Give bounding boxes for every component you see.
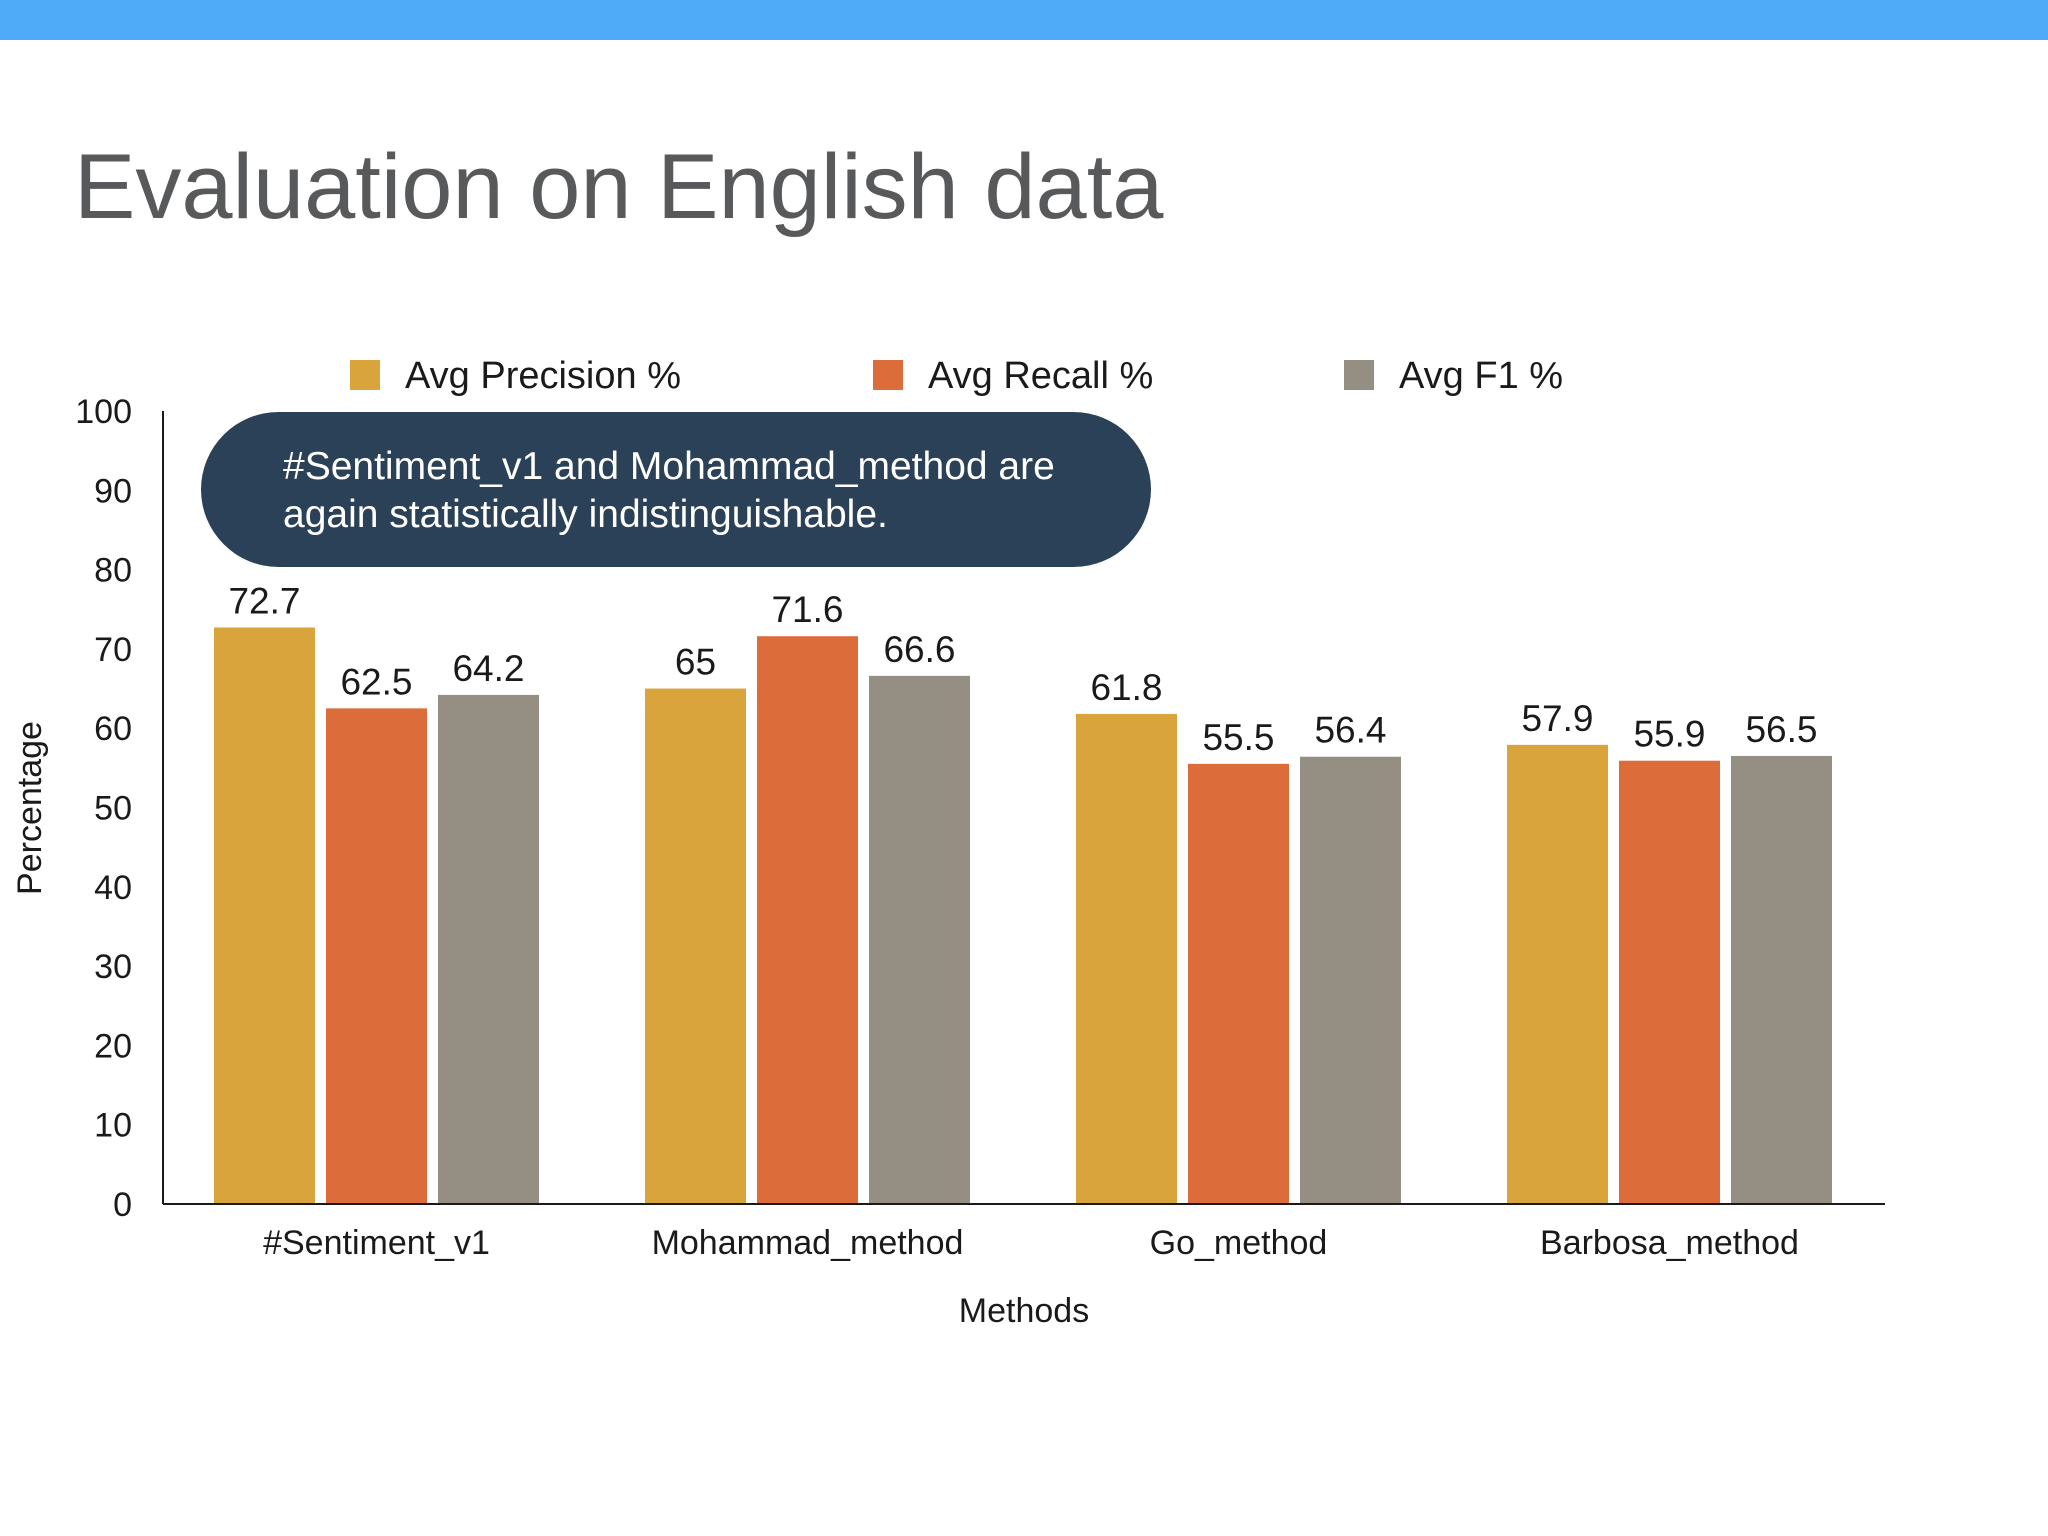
data-label: 72.7 xyxy=(228,580,300,621)
x-tick-label: Barbosa_method xyxy=(1540,1224,1799,1262)
legend-label: Avg F1 % xyxy=(1399,355,1563,397)
legend-swatch xyxy=(350,360,380,390)
y-tick-label: 50 xyxy=(94,790,132,828)
x-axis-title: Methods xyxy=(959,1292,1089,1330)
data-label: 55.5 xyxy=(1202,717,1274,758)
bar xyxy=(1619,760,1720,1204)
top-accent-bar xyxy=(0,0,2048,40)
y-tick-label: 100 xyxy=(75,393,132,431)
data-label: 56.4 xyxy=(1314,710,1386,751)
data-label: 62.5 xyxy=(340,661,412,702)
y-axis-title: Percentage xyxy=(11,721,49,895)
data-label: 65 xyxy=(675,642,716,683)
y-tick-label: 10 xyxy=(94,1107,132,1145)
y-tick-label: 0 xyxy=(113,1186,132,1224)
legend: Avg Precision % Avg Recall % Avg F1 % xyxy=(350,355,1563,397)
callout-text: #Sentiment_v1 and Mohammad_method are ag… xyxy=(283,445,1055,536)
y-tick-labels: 0 10 20 30 40 50 60 70 80 90 100 xyxy=(75,393,132,1224)
y-tick-label: 90 xyxy=(94,472,132,510)
slide-title: Evaluation on English data xyxy=(74,136,1164,238)
data-label: 66.6 xyxy=(883,629,955,670)
bar xyxy=(214,627,315,1204)
x-tick-label: Go_method xyxy=(1150,1224,1328,1262)
data-label: 56.5 xyxy=(1745,709,1817,750)
bar xyxy=(1188,763,1289,1204)
x-tick-label: Mohammad_method xyxy=(652,1224,964,1262)
legend-swatch xyxy=(1344,360,1374,390)
bar xyxy=(438,694,539,1204)
data-labels-layer: 72.7 62.5 64.2 65 71.6 66.6 61.8 55.5 56.4 57.9 55… xyxy=(228,580,1817,757)
x-tick-labels: #Sentiment_v1 Mohammad_method Go_method Bar… xyxy=(263,1224,1799,1262)
data-label: 71.6 xyxy=(771,589,843,630)
bar xyxy=(645,688,746,1204)
bar xyxy=(1076,713,1177,1204)
y-tick-label: 70 xyxy=(94,631,132,669)
callout-box: #Sentiment_v1 and Mohammad_method are ag… xyxy=(201,412,1151,567)
bar xyxy=(1507,744,1608,1204)
legend-label: Avg Recall % xyxy=(928,355,1153,397)
bar xyxy=(869,675,970,1204)
data-label: 64.2 xyxy=(452,648,524,689)
legend-swatch xyxy=(873,360,903,390)
axes-layer xyxy=(162,411,1885,1205)
y-tick-label: 60 xyxy=(94,710,132,748)
data-label: 57.9 xyxy=(1521,698,1593,739)
bars-layer xyxy=(214,627,1832,1204)
y-tick-label: 80 xyxy=(94,552,132,590)
y-tick-label: 30 xyxy=(94,948,132,986)
data-label: 61.8 xyxy=(1090,667,1162,708)
bar xyxy=(1731,755,1832,1204)
data-label: 55.9 xyxy=(1633,714,1705,755)
legend-label: Avg Precision % xyxy=(405,355,681,397)
bar xyxy=(326,708,427,1204)
y-tick-label: 40 xyxy=(94,869,132,907)
y-tick-label: 20 xyxy=(94,1027,132,1065)
x-tick-label: #Sentiment_v1 xyxy=(263,1224,490,1262)
bar xyxy=(757,636,858,1204)
bar xyxy=(1300,756,1401,1204)
